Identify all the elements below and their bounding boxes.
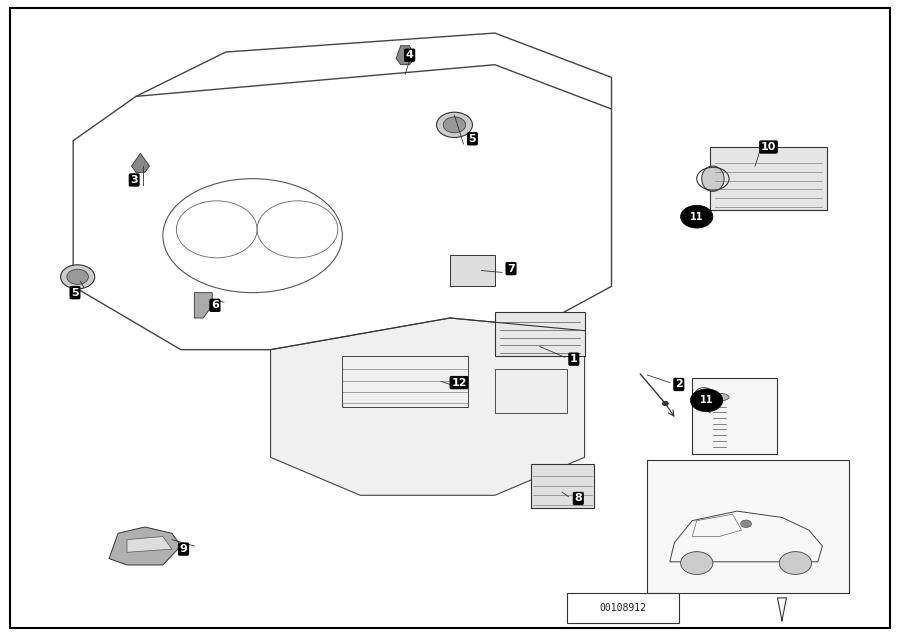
Text: 7: 7 — [507, 263, 515, 273]
Polygon shape — [450, 254, 495, 286]
Bar — [531, 464, 594, 508]
Text: 12: 12 — [451, 378, 467, 387]
Circle shape — [779, 551, 812, 574]
Polygon shape — [131, 153, 149, 172]
Ellipse shape — [67, 269, 88, 284]
Text: 6: 6 — [211, 300, 219, 310]
Circle shape — [680, 551, 713, 574]
Ellipse shape — [709, 393, 729, 401]
Polygon shape — [396, 46, 414, 65]
Bar — [647, 460, 850, 593]
Text: 10: 10 — [760, 142, 776, 152]
Text: 11: 11 — [700, 396, 714, 405]
Text: 2: 2 — [675, 380, 683, 389]
Text: 9: 9 — [180, 544, 187, 554]
Circle shape — [680, 205, 713, 228]
Bar — [692, 378, 778, 454]
Bar — [342, 356, 468, 406]
Text: 11: 11 — [690, 212, 704, 222]
Text: 1: 1 — [570, 354, 578, 364]
Polygon shape — [271, 318, 585, 495]
Polygon shape — [194, 293, 212, 318]
Ellipse shape — [436, 112, 472, 137]
Ellipse shape — [444, 117, 465, 133]
Polygon shape — [127, 536, 172, 552]
Bar — [495, 369, 567, 413]
Text: 5: 5 — [469, 134, 476, 144]
Text: 00108912: 00108912 — [599, 603, 646, 613]
Polygon shape — [109, 527, 181, 565]
Circle shape — [690, 389, 723, 411]
Text: 5: 5 — [71, 287, 79, 298]
Text: 3: 3 — [130, 175, 138, 185]
Bar — [710, 147, 827, 211]
Bar — [495, 312, 585, 356]
Circle shape — [662, 401, 668, 405]
Ellipse shape — [702, 166, 724, 191]
Text: 8: 8 — [574, 494, 582, 504]
Bar — [567, 593, 679, 623]
Text: 4: 4 — [406, 50, 414, 60]
Circle shape — [741, 520, 751, 528]
Ellipse shape — [60, 265, 94, 289]
